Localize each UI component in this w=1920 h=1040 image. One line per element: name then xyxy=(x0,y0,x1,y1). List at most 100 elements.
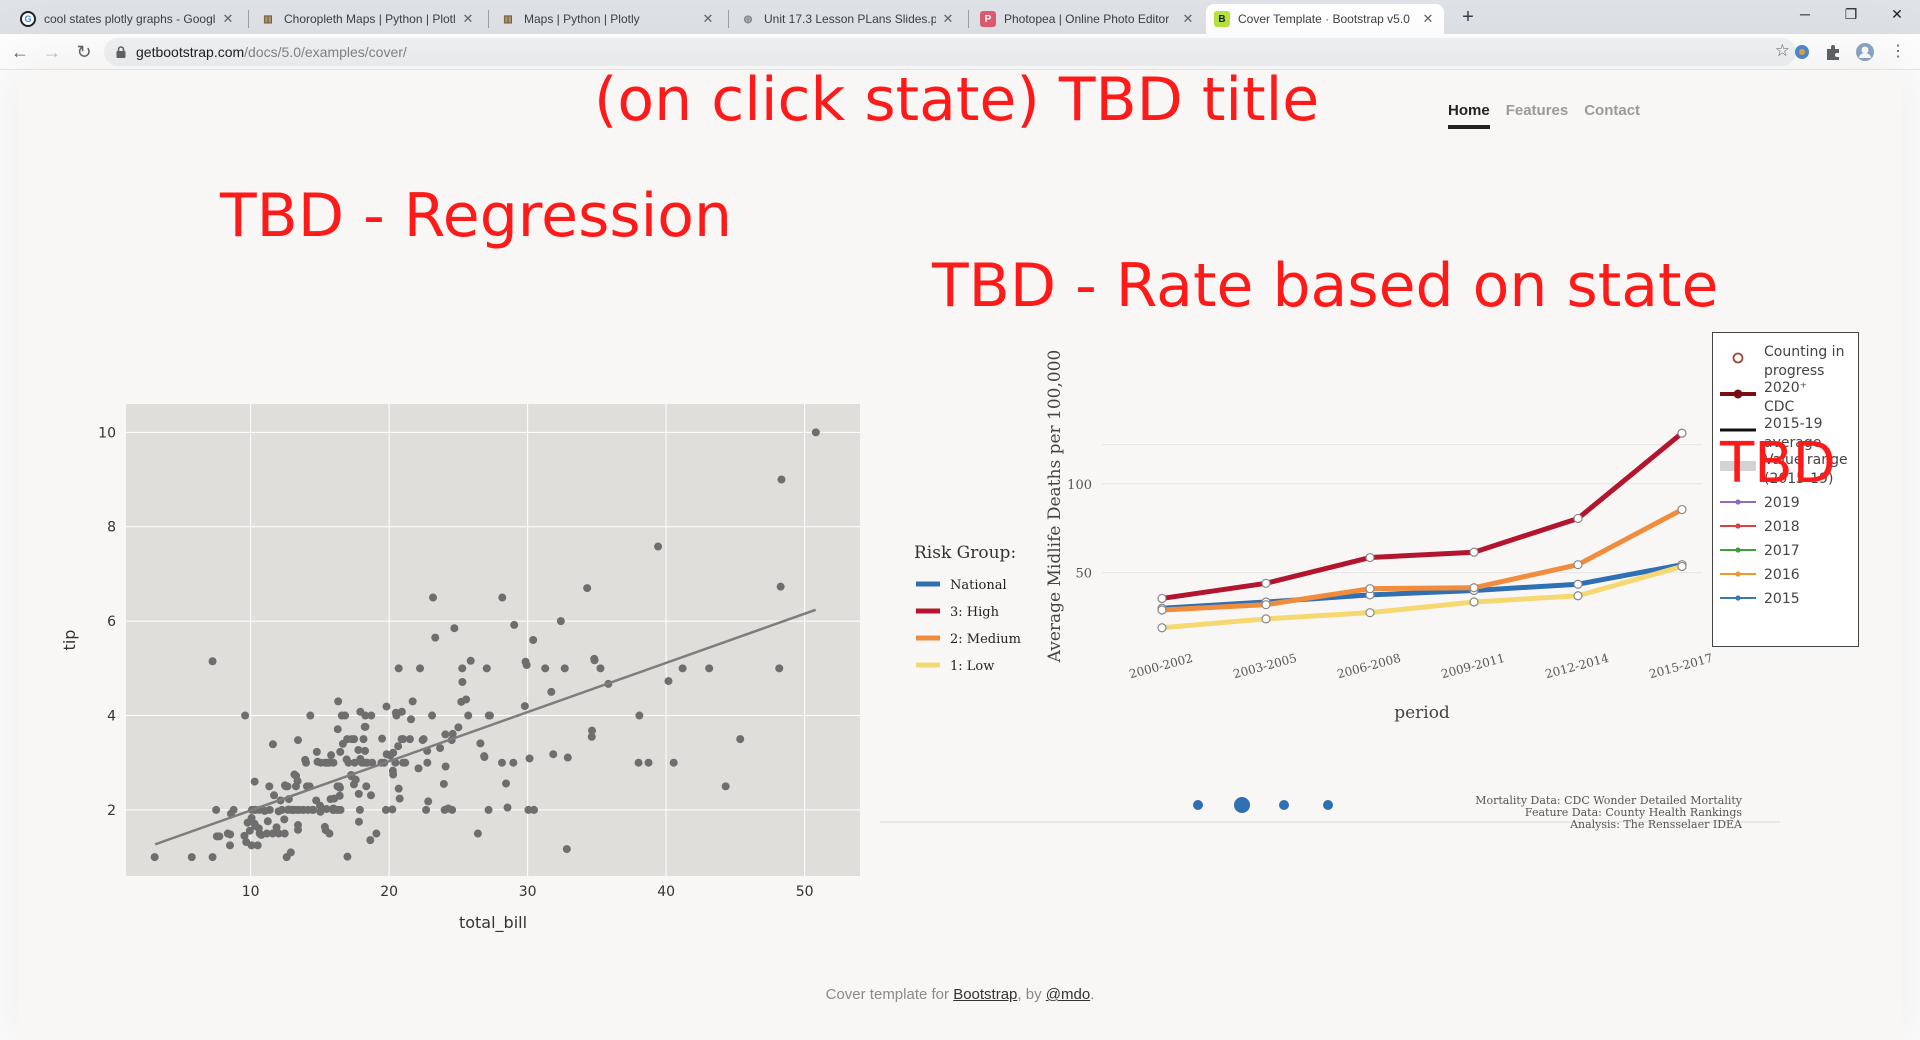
profile-avatar-icon[interactable] xyxy=(1855,42,1875,62)
scatter-point xyxy=(775,664,784,673)
scatter-point xyxy=(439,779,448,788)
scatter-point xyxy=(312,796,321,805)
y-tick-label: 8 xyxy=(107,520,116,536)
scatter-point xyxy=(644,758,653,767)
scatter-point xyxy=(362,782,371,791)
close-tab-icon[interactable]: ✕ xyxy=(1422,11,1434,26)
google-icon: G xyxy=(20,11,36,27)
back-button[interactable]: ← xyxy=(11,42,29,62)
legend-marker xyxy=(1735,547,1741,553)
tab-pdf[interactable]: ◍ Unit 17.3 Lesson PLans Slides.pdf ✕ xyxy=(732,4,964,34)
data-point xyxy=(1573,560,1583,570)
tab-choropleth[interactable]: ▥ Choropleth Maps | Python | Plotl ✕ xyxy=(252,4,484,34)
y-axis-title: tip xyxy=(60,630,79,651)
scatter-point xyxy=(480,752,489,761)
data-point xyxy=(1573,513,1583,524)
new-tab-button[interactable]: + xyxy=(1462,6,1474,28)
scatter-point xyxy=(338,739,347,748)
legend-marker xyxy=(1733,389,1743,399)
scatter-point xyxy=(334,697,343,706)
data-point xyxy=(1261,614,1271,624)
menu-icon[interactable]: ⋮ xyxy=(1890,43,1906,60)
scatter-point xyxy=(150,853,159,862)
scatter-point xyxy=(337,711,346,720)
regression-scatter-chart[interactable]: 10 20 30 40 50 2 4 6 8 10 total_bill tip xyxy=(40,320,920,933)
regression-heading: TBD - Regression xyxy=(220,181,732,251)
footer: Cover template for Bootstrap, by @mdo. xyxy=(0,986,1920,1003)
scatter-point xyxy=(436,744,445,753)
url-host: getbootstrap.com xyxy=(136,44,245,60)
scatter-point xyxy=(282,853,291,862)
footer-bootstrap-link[interactable]: Bootstrap xyxy=(953,986,1018,1003)
scatter-point xyxy=(416,664,425,673)
scatter-point xyxy=(418,736,427,745)
data-point xyxy=(1261,578,1271,588)
scatter-point xyxy=(588,726,597,735)
scatter-point xyxy=(288,805,297,814)
scatter-point xyxy=(372,829,381,838)
close-tab-icon[interactable]: ✕ xyxy=(702,11,714,26)
scatter-point xyxy=(378,734,387,743)
scatter-point xyxy=(366,791,375,800)
nav-contact[interactable]: Contact xyxy=(1584,102,1641,119)
tab-title: Photopea | Online Photo Editor xyxy=(1004,12,1170,26)
extension-globe-icon[interactable] xyxy=(1792,42,1812,62)
puzzle-icon[interactable] xyxy=(1823,42,1843,62)
scatter-point xyxy=(306,711,315,720)
data-point xyxy=(1365,608,1375,618)
scatter-point xyxy=(354,745,363,754)
nav-features[interactable]: Features xyxy=(1505,102,1569,119)
data-point xyxy=(1677,561,1687,572)
scatter-point xyxy=(498,593,507,602)
close-tab-icon[interactable]: ✕ xyxy=(222,11,234,26)
bookmark-star-icon[interactable]: ☆ xyxy=(1774,41,1790,60)
scatter-point xyxy=(466,656,475,665)
data-point xyxy=(1573,591,1583,601)
scatter-point xyxy=(563,753,572,762)
address-bar[interactable]: getbootstrap.com/docs/5.0/examples/cover… xyxy=(104,38,1796,66)
close-tab-icon[interactable]: ✕ xyxy=(942,11,954,26)
data-point xyxy=(1365,584,1375,594)
scatter-point xyxy=(294,736,303,745)
scatter-point xyxy=(476,739,485,748)
browser-toolbar: ← → ↻ getbootstrap.com/docs/5.0/examples… xyxy=(0,34,1920,70)
tab-maps[interactable]: ▥ Maps | Python | Plotly ✕ xyxy=(492,4,724,34)
legend-label: progress xyxy=(1764,363,1824,379)
scatter-point xyxy=(562,845,571,854)
tab-title: Choropleth Maps | Python | Plotl xyxy=(284,12,456,26)
scatter-point xyxy=(327,751,336,760)
scatter-point xyxy=(510,620,519,629)
minimize-button[interactable]: ─ xyxy=(1800,6,1810,22)
legend-label: Counting in xyxy=(1764,344,1844,360)
scatter-point xyxy=(323,758,332,767)
scatter-point xyxy=(395,794,404,803)
nav-home[interactable]: Home xyxy=(1448,102,1490,129)
scatter-point xyxy=(450,624,459,633)
close-window-button[interactable]: ✕ xyxy=(1891,6,1903,22)
scatter-point xyxy=(596,664,605,673)
tab-cover-template[interactable]: B Cover Template · Bootstrap v5.0 ✕ xyxy=(1206,4,1444,34)
scatter-point xyxy=(208,853,217,862)
tab-photopea[interactable]: P Photopea | Online Photo Editor ✕ xyxy=(972,4,1204,34)
footer-mdo-link[interactable]: @mdo xyxy=(1045,986,1091,1003)
reload-button[interactable]: ↻ xyxy=(76,42,92,62)
scatter-point xyxy=(721,782,730,791)
tab-google[interactable]: G cool states plotly graphs - Googl ✕ xyxy=(12,4,244,34)
scatter-point xyxy=(423,758,432,767)
pager-dot xyxy=(1323,800,1333,810)
scatter-point xyxy=(394,742,403,751)
data-point xyxy=(1469,597,1479,607)
close-tab-icon[interactable]: ✕ xyxy=(1182,11,1194,26)
scatter-point xyxy=(529,636,538,644)
restore-button[interactable]: ❐ xyxy=(1844,6,1858,22)
close-tab-icon[interactable]: ✕ xyxy=(462,11,474,26)
x-tick-label: 30 xyxy=(519,884,537,900)
scatter-point xyxy=(291,782,300,791)
scatter-point xyxy=(270,791,279,800)
scatter-point xyxy=(429,593,438,602)
scatter-point xyxy=(215,832,224,841)
y-tick-label: 50 xyxy=(1075,567,1092,582)
forward-button[interactable]: → xyxy=(43,42,61,62)
